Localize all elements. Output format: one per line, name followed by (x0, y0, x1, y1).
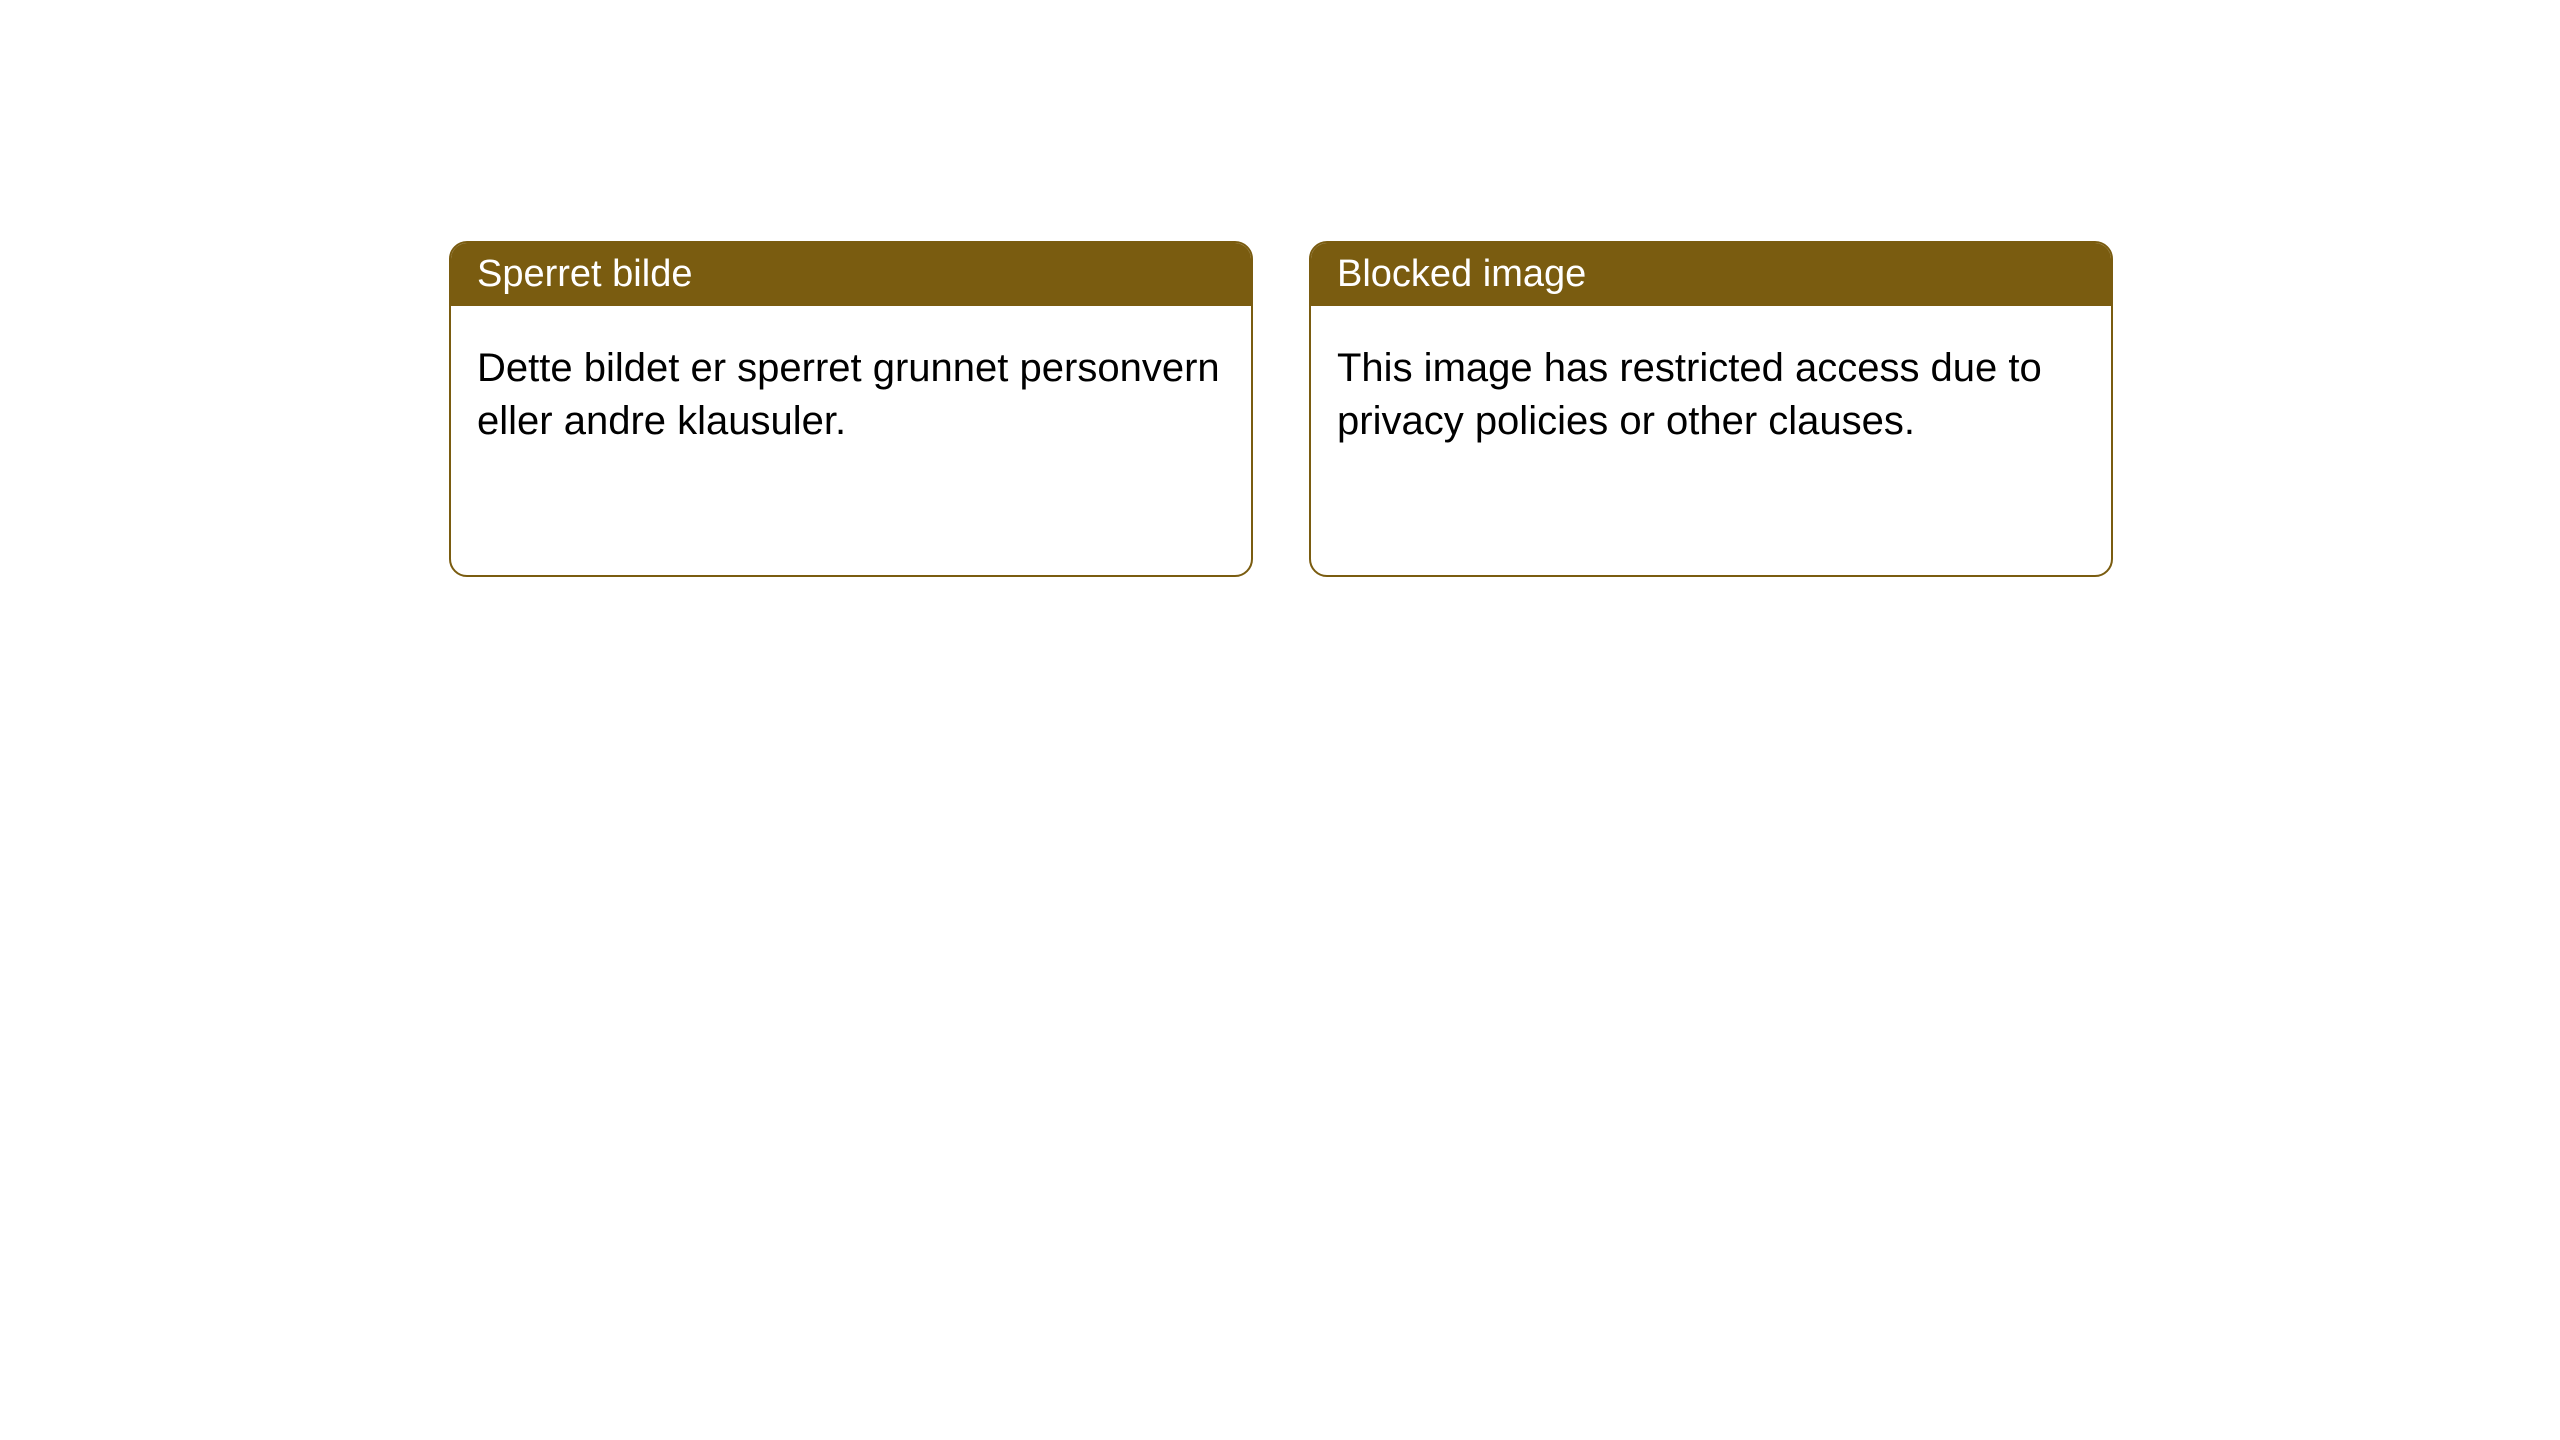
notice-body-text: Dette bildet er sperret grunnet personve… (477, 346, 1220, 443)
notice-container: Sperret bilde Dette bildet er sperret gr… (0, 0, 2560, 577)
notice-card-header: Blocked image (1311, 243, 2111, 306)
notice-card-header: Sperret bilde (451, 243, 1251, 306)
notice-body-text: This image has restricted access due to … (1337, 346, 2042, 443)
notice-card-english: Blocked image This image has restricted … (1309, 241, 2113, 577)
notice-card-body: This image has restricted access due to … (1311, 306, 2111, 484)
notice-card-body: Dette bildet er sperret grunnet personve… (451, 306, 1251, 484)
notice-card-norwegian: Sperret bilde Dette bildet er sperret gr… (449, 241, 1253, 577)
notice-title: Sperret bilde (477, 253, 692, 295)
notice-title: Blocked image (1337, 253, 1586, 295)
